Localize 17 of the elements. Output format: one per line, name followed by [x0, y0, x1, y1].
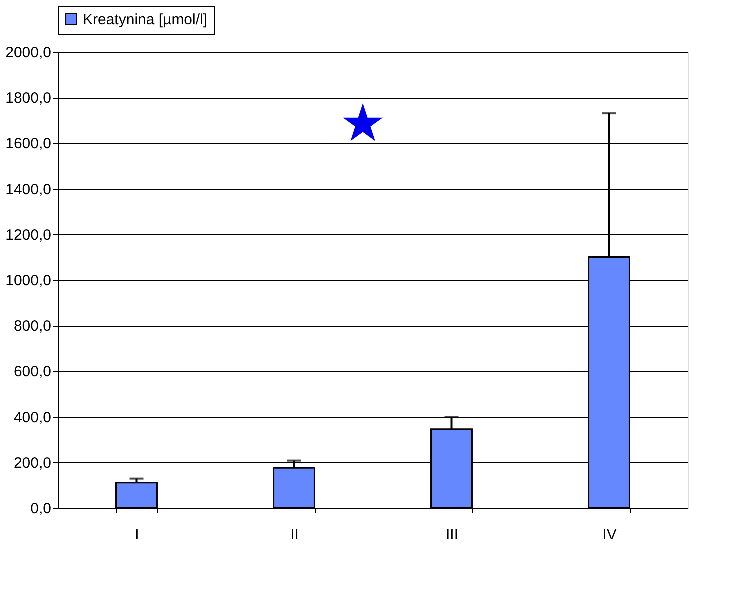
y-tick-label: 1400,0: [6, 181, 52, 198]
y-tick-label: 1600,0: [6, 136, 52, 153]
x-tick-label: IV: [602, 526, 617, 544]
y-tick-label: 1000,0: [6, 272, 52, 290]
y-tick-label: 800,0: [14, 318, 52, 336]
annotation: ★: [340, 94, 386, 154]
x-tick-label: II: [290, 526, 299, 544]
y-tick-label: 0,0: [30, 500, 52, 518]
y-tick-label: 200,0: [14, 454, 52, 472]
y-tick-label: 400,0: [14, 409, 52, 426]
y-tick-label: 2000,0: [6, 44, 52, 62]
x-tick-label: I: [135, 526, 140, 544]
legend-label: Kreatynina [µmol/l]: [83, 12, 208, 28]
y-tick-label: 1200,0: [6, 226, 52, 244]
y-tick-label: 1800,0: [6, 90, 52, 108]
y-tick-label: 600,0: [14, 364, 52, 381]
x-tick-label: III: [446, 526, 459, 544]
